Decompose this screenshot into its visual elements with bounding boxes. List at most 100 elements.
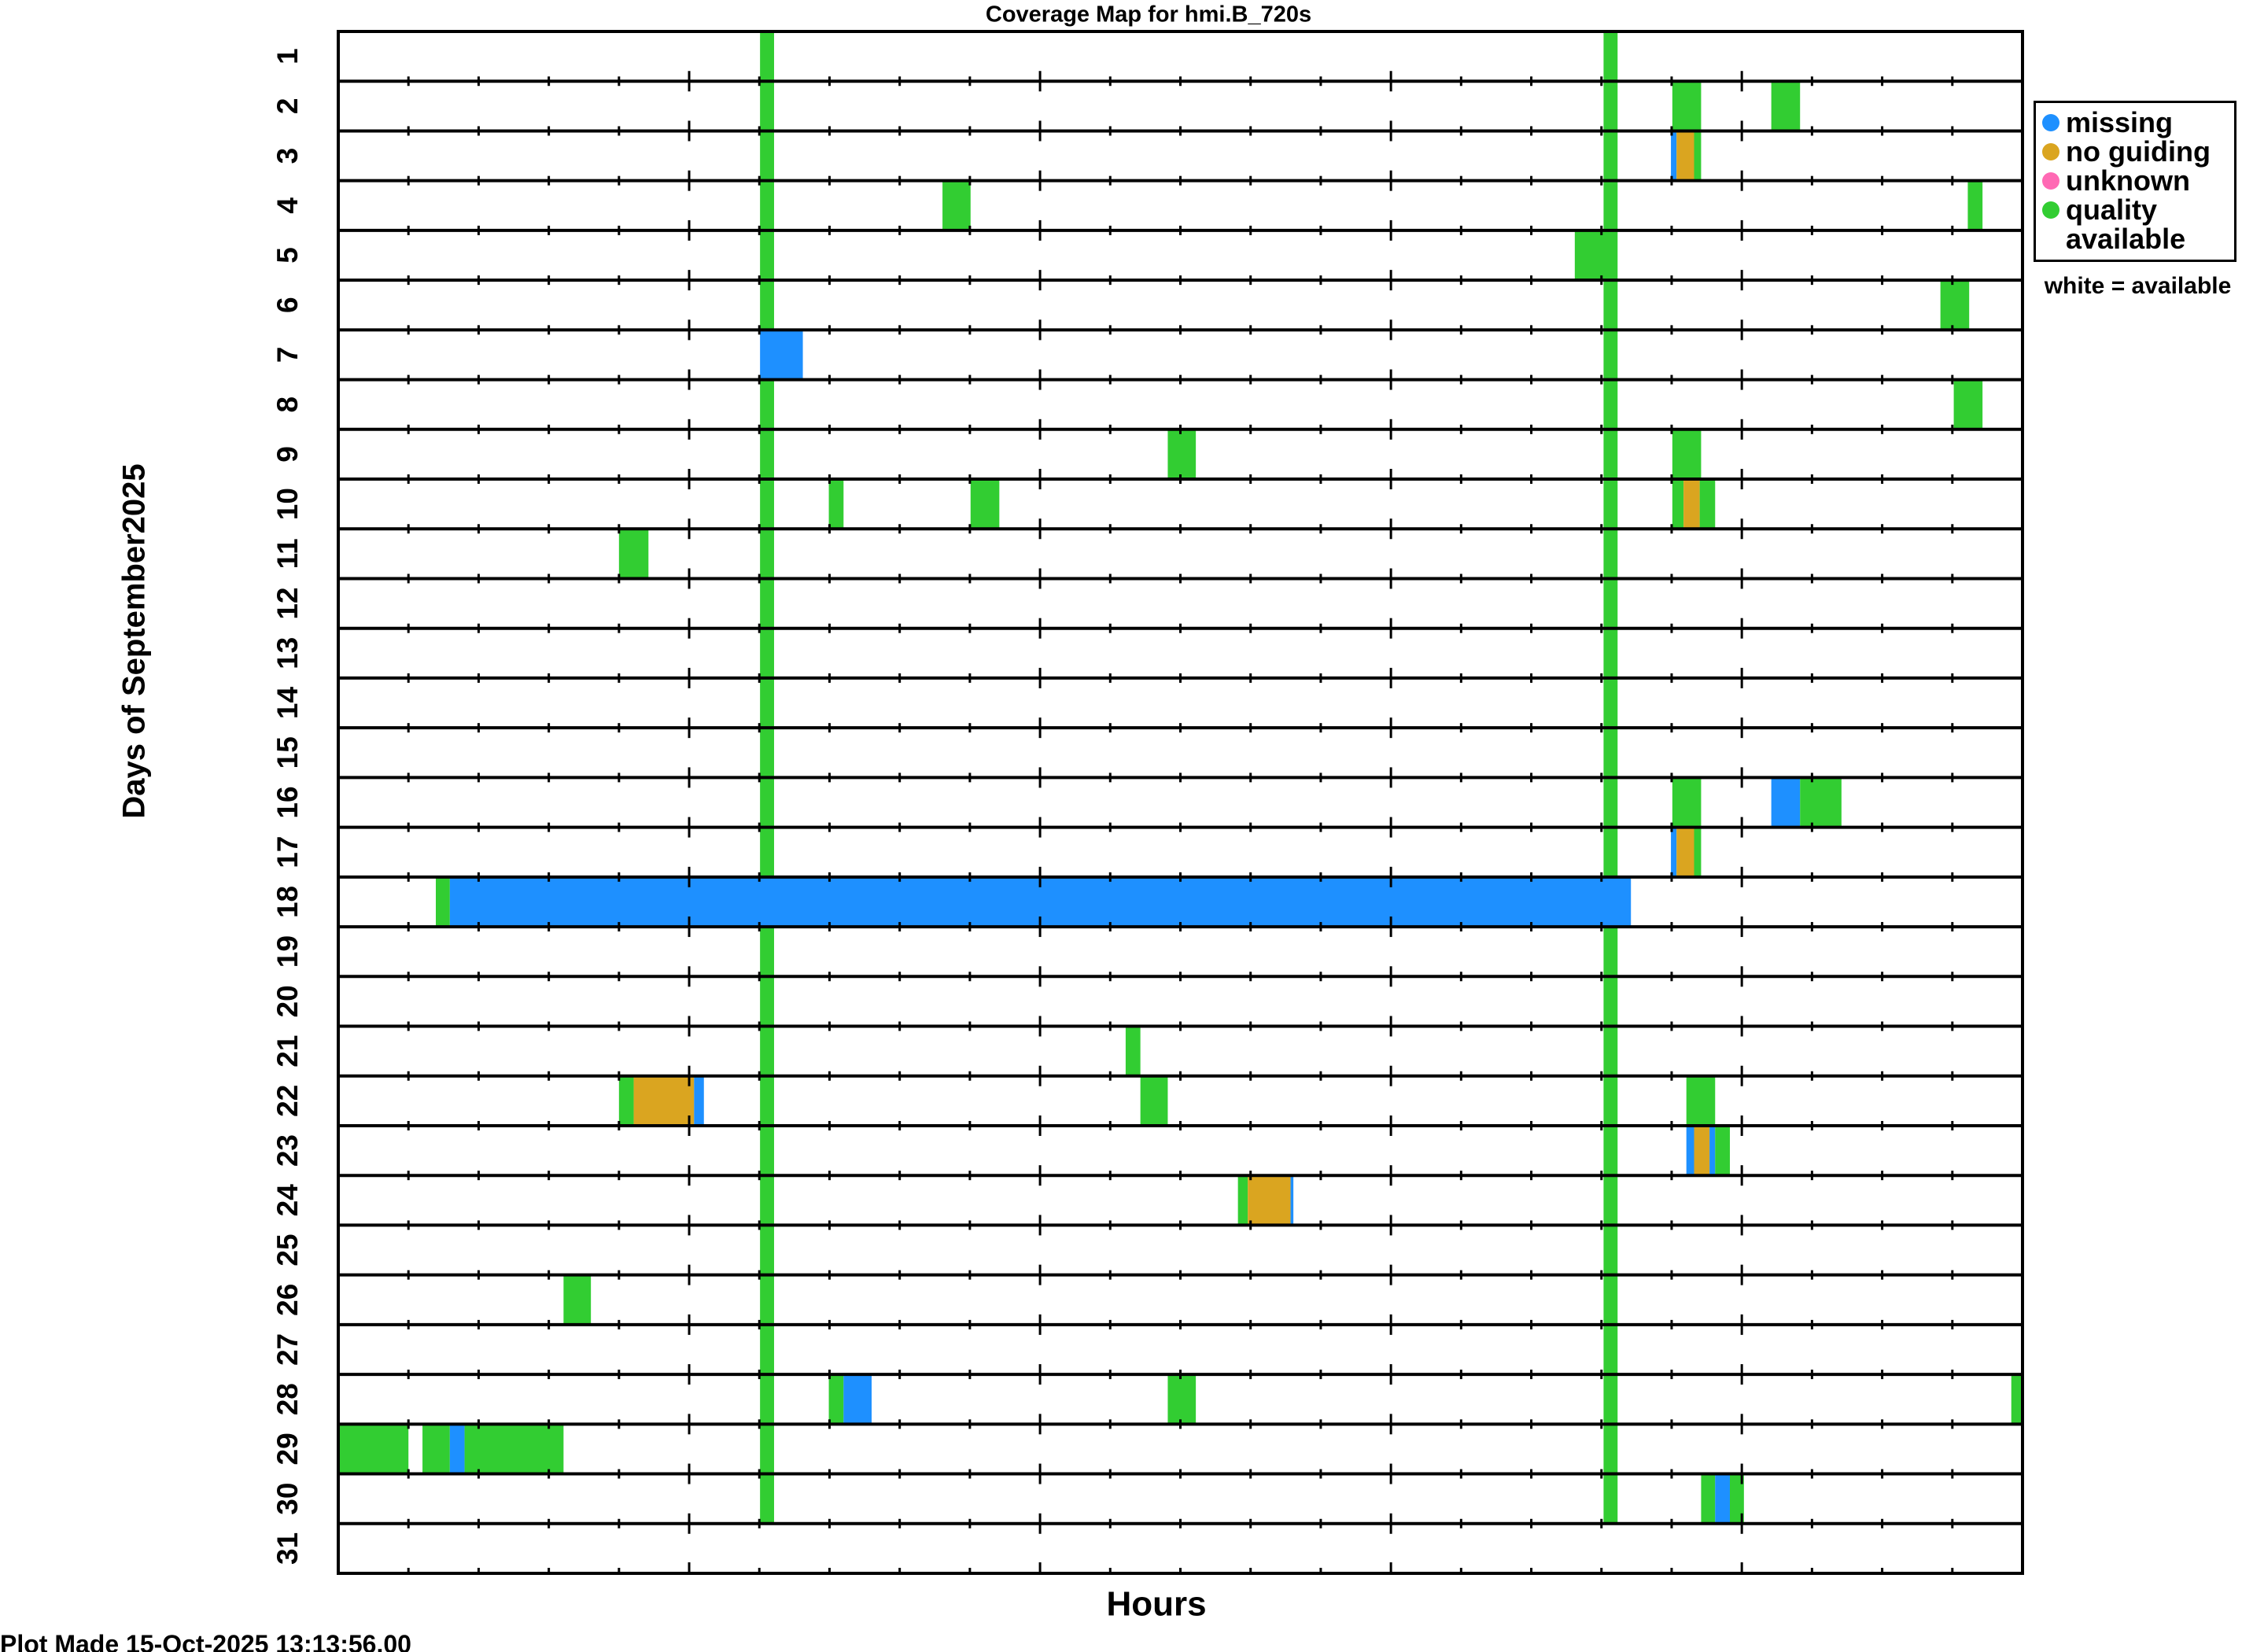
coverage-segment [1603,330,1618,380]
coverage-segment [1603,1374,1618,1425]
coverage-segment [760,31,774,82]
coverage-segment [760,1125,774,1176]
y-tick-label: 29 [271,1433,304,1465]
coverage-segment [760,1225,774,1275]
coverage-segment [828,479,844,529]
coverage-segment [1694,1125,1710,1176]
coverage-segment [1603,927,1618,977]
footer: Plot Made 15-Oct-2025 13:13:56.00 [0,1630,411,1652]
coverage-segment [422,1424,450,1474]
coverage-segment [1683,479,1700,529]
coverage-segment [1730,1473,1744,1524]
coverage-segment [1603,728,1618,778]
coverage-segment [1167,1374,1197,1425]
coverage-segment [449,1424,465,1474]
coverage-segment [1603,81,1618,131]
y-tick-label: 12 [271,588,304,620]
coverage-segment [1603,529,1618,579]
coverage-segment [1715,1473,1731,1524]
coverage-segment [1603,1175,1618,1226]
coverage-segment [1603,677,1618,728]
coverage-segment [760,1026,774,1076]
legend-label: quality available [2066,194,2186,255]
coverage-segment [760,827,774,877]
coverage-segment [694,1075,704,1126]
legend-note: white = available [2044,273,2232,299]
coverage-segment [1140,1075,1168,1126]
y-tick-label: 18 [271,886,304,918]
coverage-segment [618,529,649,579]
coverage-segment [1603,280,1618,330]
coverage-segment [760,81,774,131]
legend-item: quality available [2042,195,2234,253]
y-tick-label: 26 [271,1284,304,1316]
y-tick-label: 3 [271,148,304,164]
legend-swatch [2042,172,2059,190]
coverage-segment [760,230,774,281]
plot-frame [337,30,2024,1575]
coverage-segment [1694,131,1702,181]
coverage-segment [563,1274,592,1325]
coverage-segment [760,628,774,678]
coverage-segment [760,777,774,828]
coverage-segment [760,1324,774,1375]
x-axis-label: Hours [1106,1585,1206,1624]
legend-label: no guiding [2066,135,2211,168]
coverage-segment [760,1473,774,1524]
coverage-segment [618,1075,634,1126]
coverage-segment [760,927,774,977]
coverage-segment [1967,180,1983,230]
coverage-segment [760,677,774,728]
coverage-segment [760,728,774,778]
coverage-segment [1237,1175,1248,1226]
coverage-segment [760,479,774,529]
coverage-segment [1603,131,1618,181]
coverage-segment [1771,81,1801,131]
coverage-segment [1676,827,1694,877]
legend-item: no guiding [2042,137,2234,166]
coverage-segment [1672,479,1684,529]
y-tick-label: 6 [271,297,304,313]
coverage-segment [1603,379,1618,430]
coverage-segment [1603,628,1618,678]
coverage-segment [760,1374,774,1425]
y-tick-label: 24 [271,1184,304,1217]
coverage-segment [1953,379,1983,430]
y-tick-label: 16 [271,786,304,818]
coverage-segment [760,429,774,480]
coverage-segment [633,1075,695,1126]
coverage-segment [1603,1125,1618,1176]
coverage-segment [1603,976,1618,1027]
coverage-segment [760,1075,774,1126]
coverage-segment [760,529,774,579]
coverage-segment [1603,1225,1618,1275]
coverage-segment [1940,280,1970,330]
y-tick-label: 21 [271,1035,304,1068]
coverage-segment [760,180,774,230]
coverage-segment [1603,1075,1618,1126]
legend-label: unknown [2066,164,2190,197]
legend: missing no guiding unknown quality availabl… [2034,101,2236,262]
coverage-segment [970,479,1000,529]
coverage-segment [1603,827,1618,877]
coverage-segment [760,330,803,380]
coverage-segment [1290,1175,1294,1226]
coverage-segment [760,578,774,629]
coverage-segment [1672,777,1702,828]
y-tick-label: 13 [271,637,304,669]
coverage-segment [1603,180,1618,230]
y-tick-label: 10 [271,488,304,520]
coverage-segment [1672,429,1702,480]
legend-swatch [2042,201,2059,219]
y-tick-label: 4 [271,197,304,214]
coverage-segment [1800,777,1842,828]
y-tick-label: 19 [271,935,304,968]
coverage-segment [435,876,450,927]
legend-item: missing [2042,108,2234,137]
coverage-segment [338,1424,409,1474]
y-tick-label: 15 [271,736,304,769]
y-tick-label: 5 [271,247,304,264]
coverage-segment [1709,1125,1716,1176]
coverage-segment [1699,479,1716,529]
coverage-segment [1694,827,1702,877]
